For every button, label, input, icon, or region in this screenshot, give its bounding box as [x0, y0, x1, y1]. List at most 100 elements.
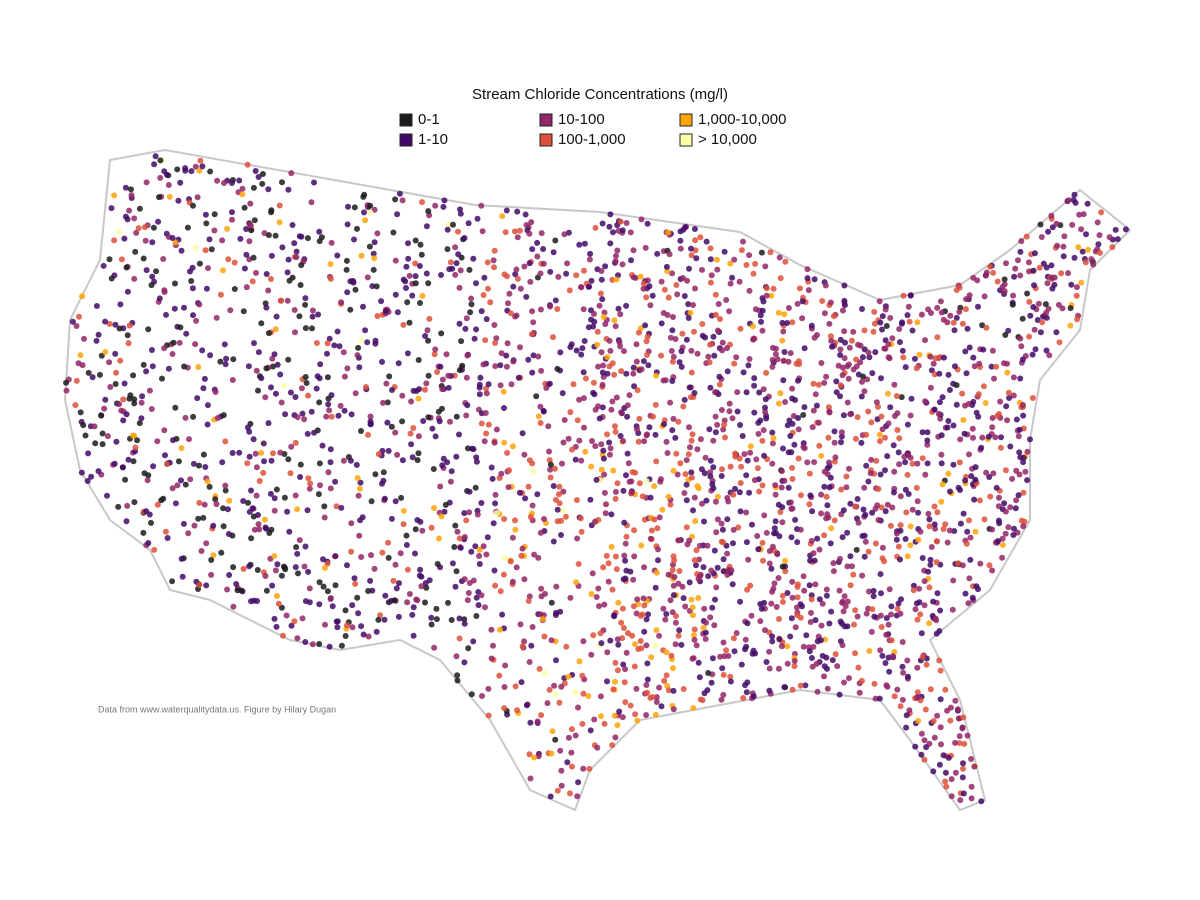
site-dot	[691, 494, 698, 501]
site-dot	[810, 550, 817, 557]
site-dot	[423, 223, 430, 230]
site-dot	[719, 347, 726, 354]
site-dot	[302, 295, 309, 302]
site-dot	[676, 568, 683, 574]
site-dot	[685, 315, 692, 321]
site-dot	[345, 203, 351, 210]
site-dot	[724, 345, 730, 352]
site-dot	[344, 289, 351, 296]
site-dot	[862, 511, 869, 518]
site-dot	[869, 370, 876, 377]
site-dot	[884, 453, 891, 460]
site-dot	[661, 677, 668, 684]
site-dot	[701, 605, 708, 612]
site-dot	[1005, 524, 1012, 531]
site-dot	[475, 602, 482, 609]
site-dot	[476, 391, 483, 398]
site-dot	[623, 302, 630, 309]
site-dot	[361, 209, 367, 216]
site-dot	[942, 521, 949, 528]
site-dot	[410, 387, 417, 394]
site-dot	[597, 630, 604, 637]
site-dot	[492, 582, 499, 589]
site-dot	[781, 684, 788, 691]
site-dot	[579, 720, 586, 727]
site-dot	[412, 260, 419, 267]
site-dot	[607, 451, 613, 458]
site-dot	[821, 310, 828, 317]
site-dot	[407, 430, 414, 437]
site-dot	[356, 364, 363, 371]
site-dot	[690, 507, 696, 514]
site-dot	[536, 665, 543, 672]
site-dot	[558, 767, 565, 774]
site-dot	[146, 387, 153, 394]
site-dot	[546, 457, 553, 464]
site-dot	[121, 235, 128, 242]
site-dot	[1005, 327, 1012, 334]
site-dot	[993, 484, 1000, 491]
site-dot	[731, 360, 738, 367]
site-dot	[139, 393, 146, 400]
site-dot	[388, 423, 395, 430]
site-dot	[148, 519, 154, 526]
site-dot	[797, 526, 804, 533]
site-dot	[259, 180, 266, 187]
site-dot	[248, 598, 254, 605]
site-dot	[321, 514, 328, 521]
site-dot	[581, 267, 587, 274]
site-dot	[891, 693, 898, 700]
site-dot	[1005, 389, 1012, 396]
site-dot	[513, 266, 520, 273]
site-dot	[896, 339, 903, 346]
site-dot	[1038, 234, 1045, 240]
site-dot	[865, 349, 872, 356]
site-dot	[704, 542, 711, 549]
site-dot	[652, 584, 659, 591]
site-dot	[967, 534, 974, 541]
site-dot	[445, 372, 452, 379]
site-dot	[561, 231, 568, 238]
site-dot	[1013, 497, 1020, 504]
site-dot	[316, 601, 323, 608]
site-dot	[1019, 401, 1026, 408]
site-dot	[91, 423, 98, 430]
site-dot	[405, 255, 412, 262]
site-dot	[349, 602, 356, 609]
site-dot	[130, 432, 136, 439]
site-dot	[166, 193, 173, 200]
site-dot	[1020, 412, 1027, 419]
site-dot	[1017, 272, 1024, 279]
legend-swatch	[539, 133, 553, 147]
site-dot	[799, 603, 805, 610]
site-dot	[361, 191, 368, 198]
site-dot	[233, 581, 240, 587]
site-dot	[686, 265, 692, 272]
site-dot	[440, 203, 447, 210]
site-dot	[662, 616, 669, 623]
site-dot	[253, 464, 260, 471]
site-dot	[712, 291, 719, 298]
site-dot	[674, 471, 681, 478]
site-dot	[307, 480, 314, 487]
site-dot	[484, 534, 491, 541]
site-dot	[779, 337, 786, 344]
site-dot	[474, 511, 481, 518]
site-dot	[788, 534, 795, 541]
site-dot	[308, 408, 315, 415]
site-dot	[782, 258, 789, 265]
site-dot	[1024, 290, 1031, 297]
site-dot	[778, 468, 785, 475]
site-dot	[357, 517, 364, 524]
site-dot	[549, 728, 556, 735]
site-dot	[77, 409, 84, 416]
site-dot	[326, 407, 333, 414]
site-dot	[736, 489, 743, 496]
site-dot	[581, 424, 587, 431]
legend-label: 1-10	[418, 131, 448, 148]
site-dot	[313, 340, 320, 346]
site-dot	[604, 649, 611, 656]
site-dot	[1026, 298, 1033, 305]
site-dot	[609, 586, 616, 593]
site-dot	[960, 765, 966, 772]
